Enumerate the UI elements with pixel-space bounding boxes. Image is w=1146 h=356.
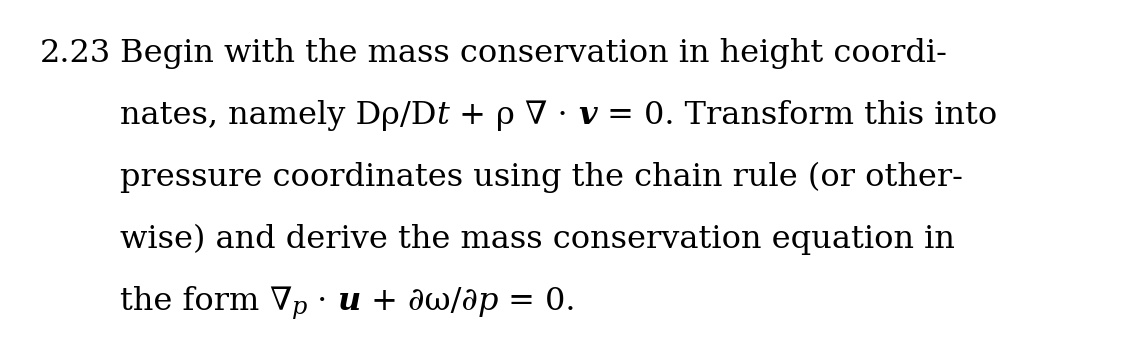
Text: pressure coordinates using the chain rule (or other-: pressure coordinates using the chain rul… — [120, 162, 963, 193]
Text: p: p — [478, 286, 499, 317]
Text: = 0. Transform this into: = 0. Transform this into — [597, 100, 997, 131]
Text: the form: the form — [120, 286, 269, 317]
Text: p: p — [292, 296, 307, 319]
Text: t: t — [437, 100, 449, 131]
Text: Begin with the mass conservation in height coordi-: Begin with the mass conservation in heig… — [120, 38, 947, 69]
Text: v: v — [579, 100, 597, 131]
Text: wise) and derive the mass conservation equation in: wise) and derive the mass conservation e… — [120, 224, 955, 255]
Text: + ρ ∇ ·: + ρ ∇ · — [449, 100, 579, 131]
Text: = 0.: = 0. — [499, 286, 575, 317]
Text: nates, namely D: nates, namely D — [120, 100, 382, 131]
Text: ·: · — [307, 286, 338, 317]
Text: /D: /D — [400, 100, 437, 131]
Text: 2.23: 2.23 — [40, 38, 111, 69]
Text: u: u — [338, 286, 361, 317]
Text: ρ: ρ — [382, 100, 400, 131]
Text: ∇: ∇ — [269, 286, 292, 317]
Text: + ∂ω/∂: + ∂ω/∂ — [361, 286, 478, 317]
